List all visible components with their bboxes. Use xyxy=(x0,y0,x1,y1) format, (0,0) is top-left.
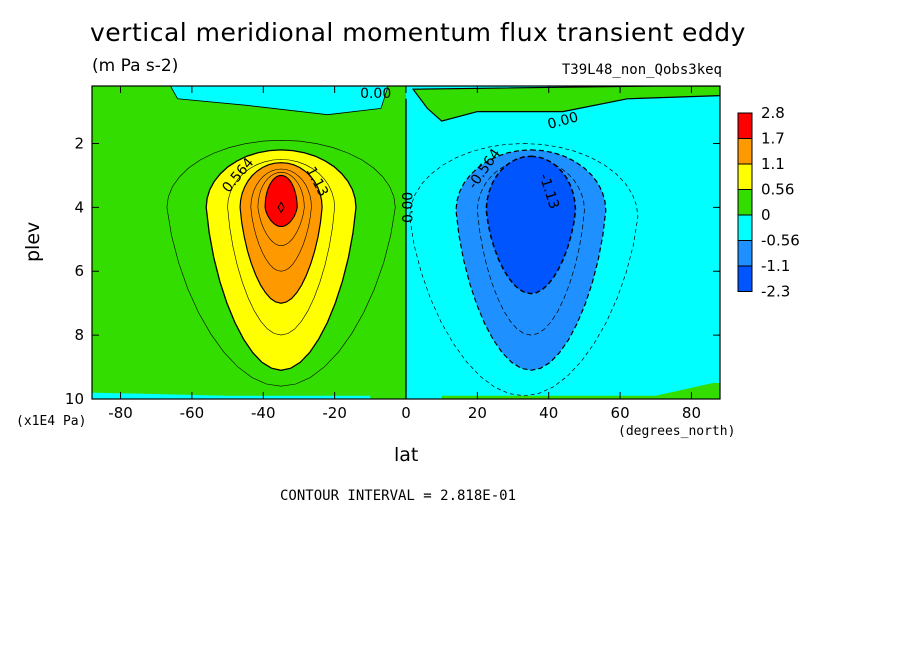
colorbar-label: 1.1 xyxy=(761,155,785,173)
negative-contour-084 xyxy=(477,159,585,336)
colorbar-swatch xyxy=(737,112,753,139)
y-tick-label: 4 xyxy=(74,198,84,216)
positive-contour-028 xyxy=(166,139,396,387)
positive-band-225 xyxy=(264,174,298,228)
colorbar-swatch xyxy=(737,214,753,241)
colorbar-label: 1.7 xyxy=(761,130,785,148)
x-tick-label: -80 xyxy=(108,404,133,422)
chart-title: vertical meridional momentum flux transi… xyxy=(90,18,746,47)
x-tick-label: -20 xyxy=(322,404,347,422)
colorbar-label: -1.1 xyxy=(761,257,790,275)
plot-area: 0.564 1.130.000.000.00-0.564 -1.13 xyxy=(92,86,720,399)
x-tick-label: 60 xyxy=(611,404,630,422)
positive-contour-141 xyxy=(250,168,312,272)
x-tick-label: 0 xyxy=(401,404,411,422)
contour-label: 0.00 xyxy=(360,86,391,102)
x-axis-units: (degrees_north) xyxy=(618,424,736,439)
run-name: T39L48_non_Qobs3keq xyxy=(561,62,722,78)
contour-interval: CONTOUR INTERVAL = 2.818E-01 xyxy=(280,488,517,504)
contour-label: 0.00 xyxy=(546,109,580,133)
colorbar-swatch xyxy=(737,189,753,216)
y-axis-units: (x1E4 Pa) xyxy=(16,414,87,429)
colorbar-swatch xyxy=(737,240,753,267)
negative-band-113 xyxy=(485,155,577,295)
colorbar-swatch xyxy=(737,163,753,190)
colorbar-swatch xyxy=(737,265,753,292)
positive-band-113 xyxy=(239,162,323,304)
chart-units: (m Pa s-2) xyxy=(92,56,179,76)
x-tick-label: -60 xyxy=(180,404,205,422)
colorbar-label: 0 xyxy=(761,206,771,224)
colorbar-label: -0.56 xyxy=(761,232,800,250)
colorbar-label: -2.3 xyxy=(761,283,790,301)
maximum-marker xyxy=(277,201,285,214)
top-negative-patch xyxy=(170,86,389,116)
colorbar-swatch xyxy=(737,138,753,165)
y-tick-label: 10 xyxy=(65,390,84,408)
top-positive-patch xyxy=(411,86,720,122)
bottom-negative-strip xyxy=(92,392,371,399)
x-tick-label: 40 xyxy=(539,404,558,422)
x-axis-label: lat xyxy=(394,444,419,466)
negative-contour-028 xyxy=(409,143,639,397)
x-tick-label: 20 xyxy=(468,404,487,422)
positive-contour-084 xyxy=(227,159,335,336)
bottom-positive-strip xyxy=(441,383,720,399)
y-tick-label: 6 xyxy=(74,262,84,280)
x-tick-label: 80 xyxy=(682,404,701,422)
colorbar-label: 2.8 xyxy=(761,104,785,122)
contour-label: 0.00 xyxy=(400,192,416,223)
positive-contour-169 xyxy=(257,171,305,247)
y-tick-label: 8 xyxy=(74,326,84,344)
colorbar-label: 0.56 xyxy=(761,181,794,199)
y-tick-label: 2 xyxy=(74,134,84,152)
x-tick-label: -40 xyxy=(251,404,276,422)
